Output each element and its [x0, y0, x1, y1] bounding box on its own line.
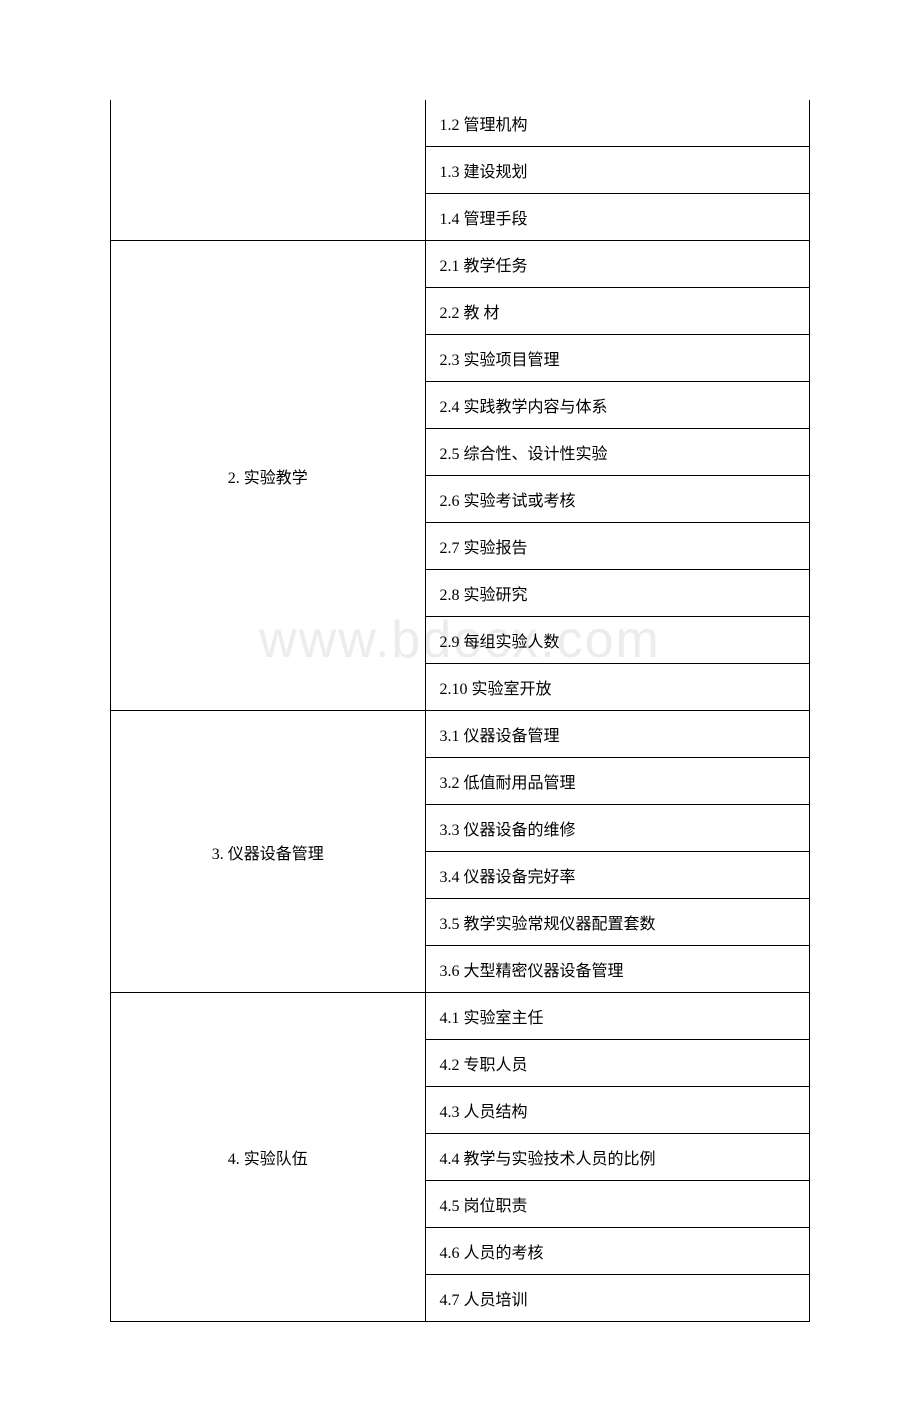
item-cell: 2.3 实验项目管理 [425, 335, 809, 382]
item-cell: 2.5 综合性、设计性实验 [425, 429, 809, 476]
category-cell: 4. 实验队伍 [111, 993, 426, 1322]
item-cell: 2.6 实验考试或考核 [425, 476, 809, 523]
item-cell: 4.4 教学与实验技术人员的比例 [425, 1134, 809, 1181]
item-cell: 2.9 每组实验人数 [425, 617, 809, 664]
item-cell: 2.4 实践教学内容与体系 [425, 382, 809, 429]
item-cell: 4.2 专职人员 [425, 1040, 809, 1087]
item-cell: 4.1 实验室主任 [425, 993, 809, 1040]
category-cell [111, 100, 426, 241]
item-cell: 3.2 低值耐用品管理 [425, 758, 809, 805]
item-cell: 1.4 管理手段 [425, 194, 809, 241]
item-cell: 2.2 教 材 [425, 288, 809, 335]
item-cell: 4.5 岗位职责 [425, 1181, 809, 1228]
item-cell: 1.3 建设规划 [425, 147, 809, 194]
item-cell: 4.3 人员结构 [425, 1087, 809, 1134]
item-cell: 2.8 实验研究 [425, 570, 809, 617]
item-cell: 2.7 实验报告 [425, 523, 809, 570]
evaluation-table: 1.2 管理机构 1.3 建设规划 1.4 管理手段 2. 实验教学 2.1 教… [110, 100, 810, 1322]
item-cell: 3.1 仪器设备管理 [425, 711, 809, 758]
category-cell: 3. 仪器设备管理 [111, 711, 426, 993]
table-row: 3. 仪器设备管理 3.1 仪器设备管理 [111, 711, 810, 758]
table-row: 4. 实验队伍 4.1 实验室主任 [111, 993, 810, 1040]
item-cell: 3.4 仪器设备完好率 [425, 852, 809, 899]
item-cell: 3.3 仪器设备的维修 [425, 805, 809, 852]
item-cell: 3.6 大型精密仪器设备管理 [425, 946, 809, 993]
category-cell: 2. 实验教学 [111, 241, 426, 711]
table-body: 1.2 管理机构 1.3 建设规划 1.4 管理手段 2. 实验教学 2.1 教… [111, 100, 810, 1322]
item-cell: 4.6 人员的考核 [425, 1228, 809, 1275]
item-cell: 3.5 教学实验常规仪器配置套数 [425, 899, 809, 946]
item-cell: 2.10 实验室开放 [425, 664, 809, 711]
item-cell: 2.1 教学任务 [425, 241, 809, 288]
table-row: 1.2 管理机构 [111, 100, 810, 147]
item-cell: 1.2 管理机构 [425, 100, 809, 147]
item-cell: 4.7 人员培训 [425, 1275, 809, 1322]
table-row: 2. 实验教学 2.1 教学任务 [111, 241, 810, 288]
